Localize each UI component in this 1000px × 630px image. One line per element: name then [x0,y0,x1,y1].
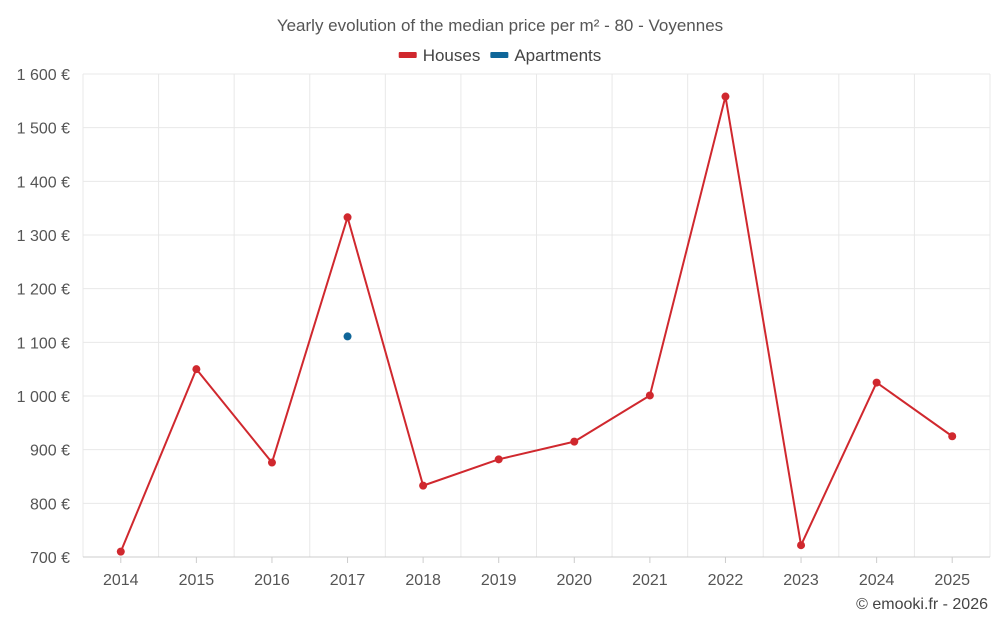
houses-point[interactable] [948,432,957,441]
legend-item-houses[interactable]: Houses [398,46,481,65]
y-tick-label: 1 000 € [17,389,70,406]
x-tick-label: 2020 [556,572,592,589]
x-tick-label: 2021 [632,572,668,589]
x-tick-label: 2023 [783,572,819,589]
chart-title: Yearly evolution of the median price per… [277,16,723,35]
houses-point[interactable] [570,437,579,446]
y-tick-label: 900 € [30,443,70,460]
credit-text: © emooki.fr - 2026 [856,596,988,613]
y-tick-label: 1 100 € [17,335,70,352]
x-tick-label: 2016 [254,572,290,589]
legend-swatch-houses [398,52,417,58]
houses-point[interactable] [192,365,201,374]
houses-point[interactable] [721,92,730,101]
houses-point[interactable] [267,458,276,467]
series [116,92,957,556]
y-tick-label: 1 300 € [17,228,70,245]
legend-swatch-apartments [490,52,509,58]
grid [82,73,991,557]
y-tick-label: 1 600 € [17,67,70,84]
legend-label-apartments: Apartments [514,46,601,65]
houses-point[interactable] [645,391,654,400]
houses-point[interactable] [872,378,881,387]
houses-point[interactable] [419,481,428,490]
x-tick-label: 2019 [481,572,517,589]
legend-label-houses: Houses [423,46,481,65]
legend: Houses Apartments [398,46,601,65]
y-tick-label: 700 € [30,550,70,567]
x-tick-label: 2015 [179,572,215,589]
y-tick-label: 800 € [30,496,70,513]
y-tick-label: 1 200 € [17,282,70,299]
apartments-point[interactable] [343,332,352,341]
x-tick-label: 2024 [859,572,895,589]
x-tick-label: 2025 [934,572,970,589]
houses-series-line [119,95,953,553]
houses-point[interactable] [494,455,503,464]
x-tick-label: 2022 [708,572,744,589]
houses-point[interactable] [797,541,806,550]
y-tick-label: 1 500 € [17,121,70,138]
axes: 700 € 800 € 900 € 1 000 € 1 100 € 1 200 € 1 30… [17,67,990,589]
legend-item-apartments[interactable]: Apartments [490,46,601,65]
houses-point[interactable] [343,213,352,222]
x-tick-label: 2017 [330,572,366,589]
x-tick-label: 2014 [103,572,139,589]
y-tick-label: 1 400 € [17,174,70,191]
houses-point[interactable] [116,547,125,556]
x-tick-label: 2018 [405,572,441,589]
